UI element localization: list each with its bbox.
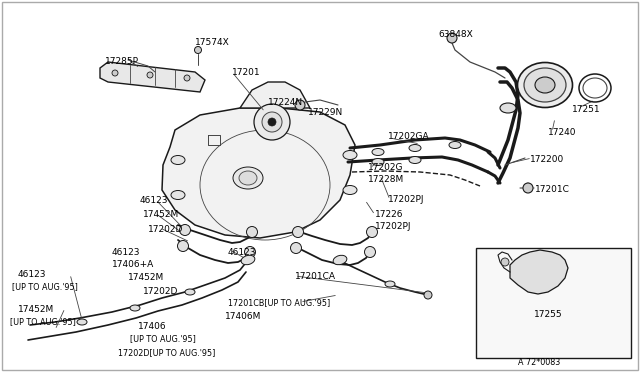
Circle shape xyxy=(268,118,276,126)
Ellipse shape xyxy=(233,167,263,189)
Ellipse shape xyxy=(385,281,395,287)
Text: 63848X: 63848X xyxy=(438,30,473,39)
Text: 17202PJ: 17202PJ xyxy=(375,222,412,231)
Text: A 72*0083: A 72*0083 xyxy=(518,358,560,367)
Bar xyxy=(476,248,631,358)
Circle shape xyxy=(295,100,305,110)
Text: 17406: 17406 xyxy=(138,322,166,331)
Ellipse shape xyxy=(449,141,461,148)
Ellipse shape xyxy=(343,186,357,195)
Ellipse shape xyxy=(241,255,255,265)
Circle shape xyxy=(179,224,191,235)
Ellipse shape xyxy=(239,171,257,185)
Circle shape xyxy=(147,72,153,78)
Circle shape xyxy=(112,70,118,76)
Ellipse shape xyxy=(409,144,421,151)
Polygon shape xyxy=(100,62,205,92)
Circle shape xyxy=(291,243,301,253)
Text: 46123: 46123 xyxy=(228,248,257,257)
Polygon shape xyxy=(510,250,568,294)
Text: 17240: 17240 xyxy=(548,128,577,137)
Ellipse shape xyxy=(372,148,384,155)
Circle shape xyxy=(365,247,376,257)
Text: 17285P: 17285P xyxy=(105,57,139,66)
Text: 46123: 46123 xyxy=(112,248,141,257)
Text: 17202D: 17202D xyxy=(148,225,184,234)
Ellipse shape xyxy=(333,255,347,265)
Ellipse shape xyxy=(500,103,516,113)
Ellipse shape xyxy=(77,319,87,325)
Circle shape xyxy=(501,258,509,266)
Text: 17201CA: 17201CA xyxy=(295,272,336,281)
Text: [UP TO AUG.'95]: [UP TO AUG.'95] xyxy=(10,317,76,326)
Circle shape xyxy=(244,247,255,257)
Text: 17452M: 17452M xyxy=(18,305,54,314)
Text: 17202D: 17202D xyxy=(143,287,179,296)
Text: 17202D[UP TO AUG.'95]: 17202D[UP TO AUG.'95] xyxy=(118,348,216,357)
Text: 17202GA: 17202GA xyxy=(388,132,429,141)
Text: 17406M: 17406M xyxy=(225,312,261,321)
Circle shape xyxy=(292,227,303,237)
Circle shape xyxy=(254,104,290,140)
Polygon shape xyxy=(240,82,310,108)
Text: 17452M: 17452M xyxy=(128,273,164,282)
Text: 46123: 46123 xyxy=(140,196,168,205)
Text: [UP TO AUG.'95]: [UP TO AUG.'95] xyxy=(12,282,78,291)
Text: 17228M: 17228M xyxy=(368,175,404,184)
Ellipse shape xyxy=(171,190,185,199)
Text: 17202PJ: 17202PJ xyxy=(388,195,424,204)
Circle shape xyxy=(262,112,282,132)
Circle shape xyxy=(177,241,189,251)
Text: 17452M: 17452M xyxy=(143,210,179,219)
Polygon shape xyxy=(162,108,355,238)
Text: 17574X: 17574X xyxy=(195,38,230,47)
Text: 17224N: 17224N xyxy=(268,98,303,107)
Ellipse shape xyxy=(130,305,140,311)
Circle shape xyxy=(367,227,378,237)
Circle shape xyxy=(447,33,457,43)
Ellipse shape xyxy=(171,155,185,164)
Text: 17202G: 17202G xyxy=(368,163,403,172)
Text: 17251: 17251 xyxy=(572,105,600,114)
Text: 17406+A: 17406+A xyxy=(112,260,154,269)
Circle shape xyxy=(184,75,190,81)
Text: 17201CB[UP TO AUG.'95]: 17201CB[UP TO AUG.'95] xyxy=(228,298,330,307)
Circle shape xyxy=(246,227,257,237)
Text: 17201: 17201 xyxy=(232,68,260,77)
Ellipse shape xyxy=(372,158,384,166)
Text: [UP TO AUG.'95]: [UP TO AUG.'95] xyxy=(130,334,196,343)
Circle shape xyxy=(523,183,533,193)
Text: 46123: 46123 xyxy=(18,270,47,279)
Circle shape xyxy=(424,291,432,299)
Ellipse shape xyxy=(524,68,566,102)
Text: 17201C: 17201C xyxy=(535,185,570,194)
Circle shape xyxy=(195,46,202,54)
Text: 17226: 17226 xyxy=(375,210,403,219)
Text: 172200: 172200 xyxy=(530,155,564,164)
Ellipse shape xyxy=(409,157,421,164)
Ellipse shape xyxy=(518,62,573,108)
Ellipse shape xyxy=(343,151,357,160)
Text: 17255: 17255 xyxy=(534,310,563,319)
Ellipse shape xyxy=(185,289,195,295)
Ellipse shape xyxy=(535,77,555,93)
Text: 17229N: 17229N xyxy=(308,108,343,117)
